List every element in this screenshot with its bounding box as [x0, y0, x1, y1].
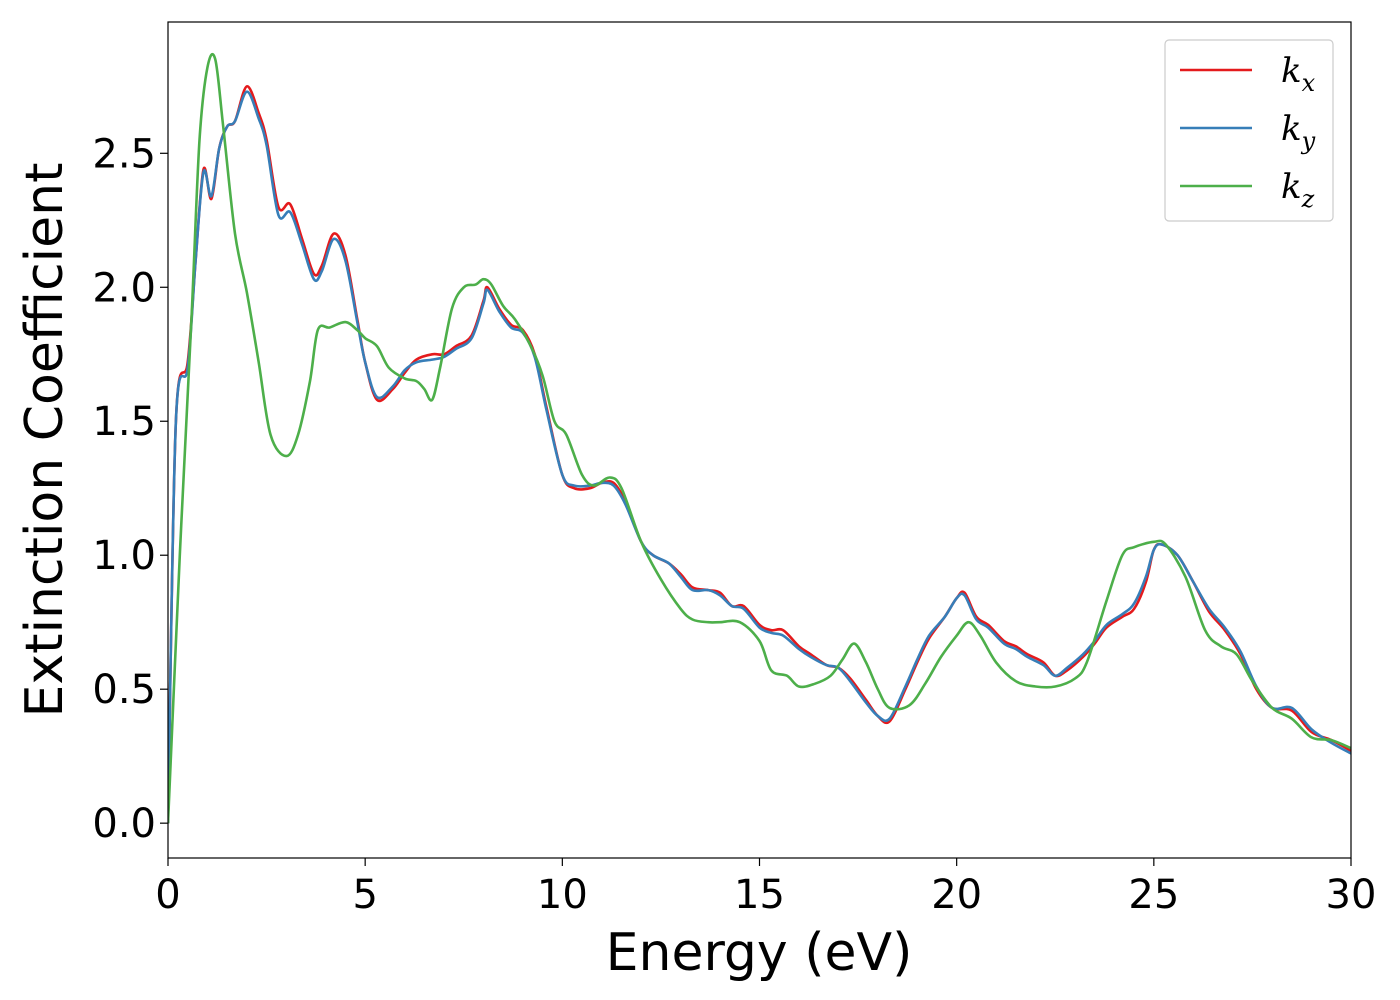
series-line-y — [168, 90, 1351, 824]
y-tick-label: 0.5 — [92, 667, 156, 713]
y-tick-label: 0.0 — [92, 801, 156, 847]
x-tick-label: 25 — [1128, 872, 1179, 918]
x-tick-label: 10 — [537, 872, 588, 918]
x-tick-label: 15 — [734, 872, 785, 918]
series-line-x — [168, 85, 1351, 824]
series-line-z — [168, 52, 1351, 824]
legend-label-x: kx — [1281, 51, 1316, 97]
legend-label-y: ky — [1281, 109, 1316, 155]
legend: kx ky kz — [1164, 39, 1334, 222]
y-tick-label: 1.5 — [92, 399, 156, 445]
x-tick-label: 5 — [352, 872, 377, 918]
x-tick-label: 0 — [155, 872, 180, 918]
y-axis-title: Extinction Coefficient — [15, 163, 75, 718]
legend-label-z: kz — [1281, 167, 1315, 213]
y-tick-label: 1.0 — [92, 533, 156, 579]
series-layer — [168, 52, 1351, 824]
y-tick-label: 2.0 — [92, 265, 156, 311]
x-tick-label: 30 — [1326, 872, 1377, 918]
legend-frame — [1164, 39, 1334, 222]
plot-background — [168, 22, 1351, 858]
y-axis: 0.0 0.5 1.0 1.5 2.0 2.5 — [92, 131, 168, 847]
x-axis: 0 5 10 15 20 25 30 — [155, 858, 1376, 918]
x-axis-title: Energy (eV) — [606, 923, 913, 983]
y-tick-label: 2.5 — [92, 131, 156, 177]
x-tick-label: 20 — [931, 872, 982, 918]
